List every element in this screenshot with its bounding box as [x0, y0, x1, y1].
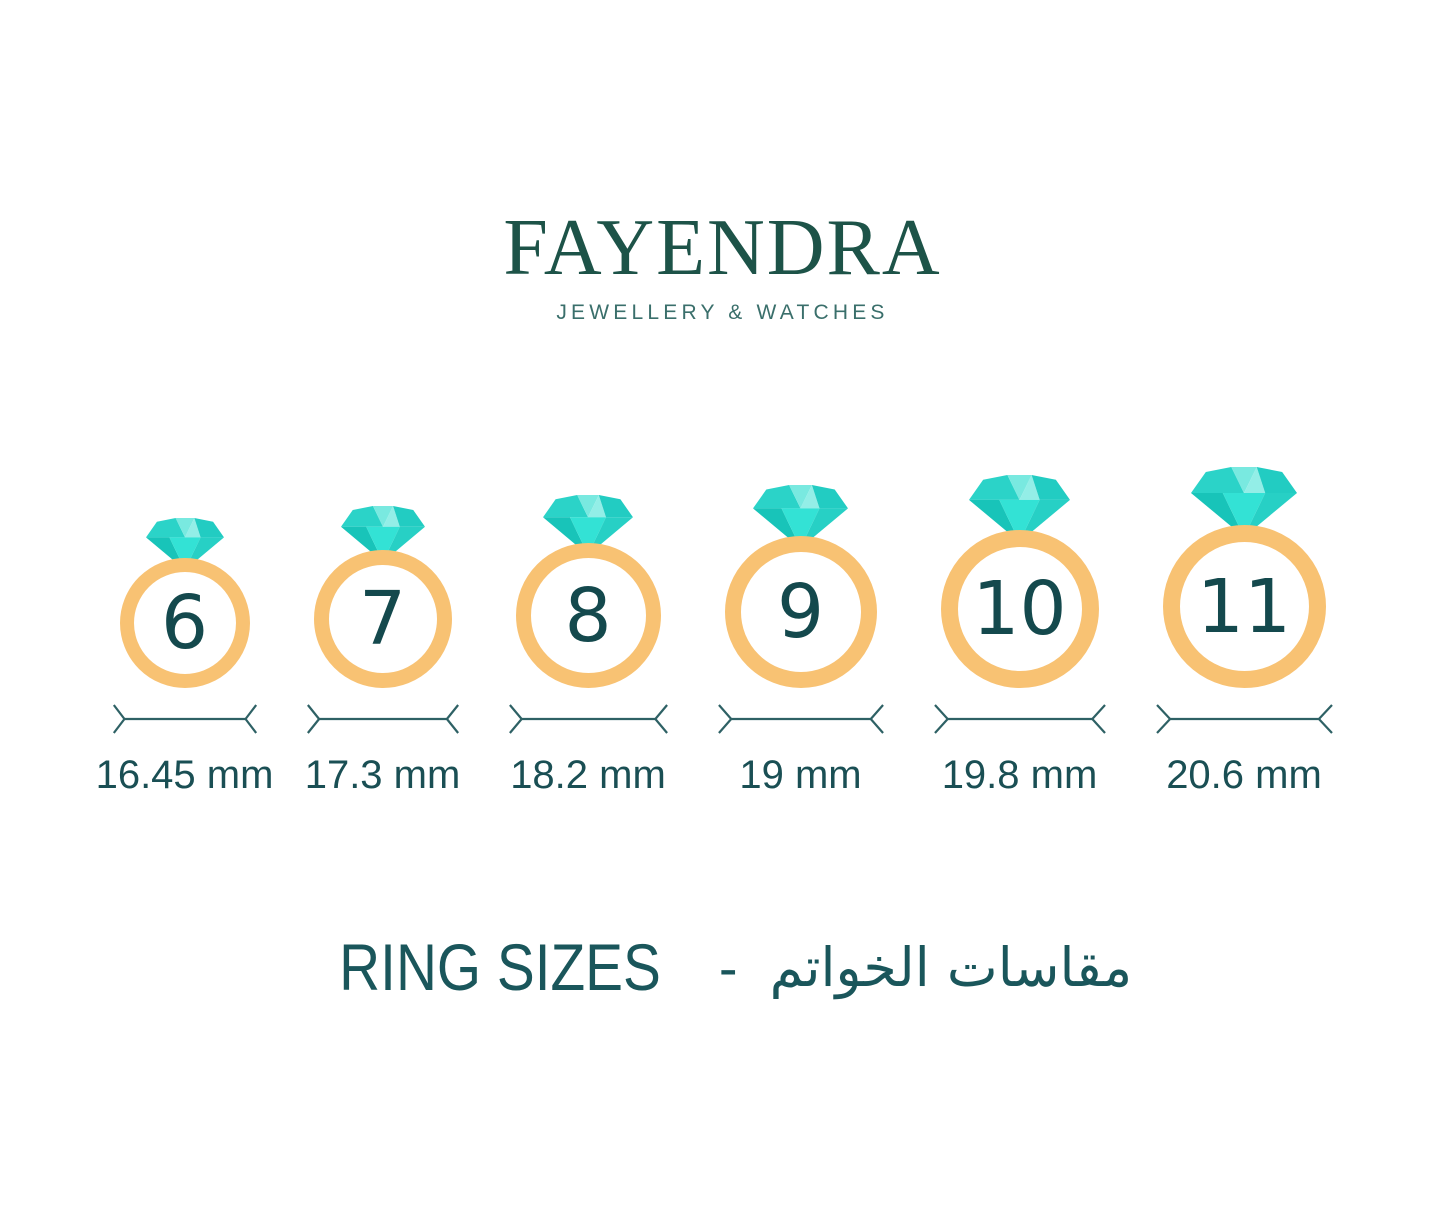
ring-size-item-6: 6 16.45 mm	[96, 518, 273, 797]
ring-band: 10	[940, 530, 1099, 688]
brand-logo: FAYENDRA JEWELLERY & WATCHES	[0, 0, 1445, 325]
brand-tagline: JEWELLERY & WATCHES	[556, 301, 889, 324]
diameter-label: 16.45 mm	[95, 753, 274, 797]
ring-band: 6	[119, 558, 250, 688]
ring-size-item-8: 8 18.2 mm	[509, 495, 668, 797]
diameter-label: 17.3 mm	[304, 753, 461, 797]
footer-title: RING SIZES - مقاسات الخواتم	[0, 929, 1445, 1005]
diameter-label: 19.8 mm	[941, 753, 1098, 797]
ring-size-number: 9	[776, 569, 825, 655]
width-arrow-icon	[934, 704, 1106, 734]
footer-separator: -	[718, 935, 738, 999]
width-arrow-icon	[718, 704, 884, 734]
diameter-label: 18.2 mm	[510, 753, 666, 797]
ring-band: 9	[724, 536, 877, 688]
ring-size-number: 8	[564, 572, 612, 659]
footer-title-en: RING SIZES	[339, 930, 661, 1004]
ring-size-item-7: 7 17.3 mm	[304, 506, 461, 797]
ring-size-number: 11	[1196, 563, 1292, 650]
ring-size-number: 6	[160, 580, 209, 666]
ring-band: 7	[313, 550, 452, 688]
width-arrow-icon	[509, 704, 668, 734]
ring-size-item-9: 9 19 mm	[718, 485, 884, 797]
brand-name: FAYENDRA	[503, 204, 942, 292]
width-arrow-icon	[113, 704, 257, 734]
width-arrow-icon	[1156, 704, 1333, 734]
width-arrow-icon	[307, 704, 459, 734]
ring-size-item-11: 11 20.6 mm	[1156, 467, 1333, 797]
rings-row: 6 16.45 mm 7	[0, 467, 1445, 797]
diameter-label: 19 mm	[739, 753, 862, 797]
ring-band: 11	[1162, 525, 1326, 688]
ring-size-number: 7	[358, 576, 407, 662]
ring-size-number: 10	[972, 566, 1067, 652]
diameter-label: 20.6 mm	[1166, 753, 1322, 797]
diamond-icon	[1191, 467, 1297, 537]
ring-size-item-10: 10 19.8 mm	[934, 475, 1106, 797]
footer-title-ar: مقاسات الخواتم	[769, 935, 1133, 999]
ring-band: 8	[515, 543, 661, 688]
